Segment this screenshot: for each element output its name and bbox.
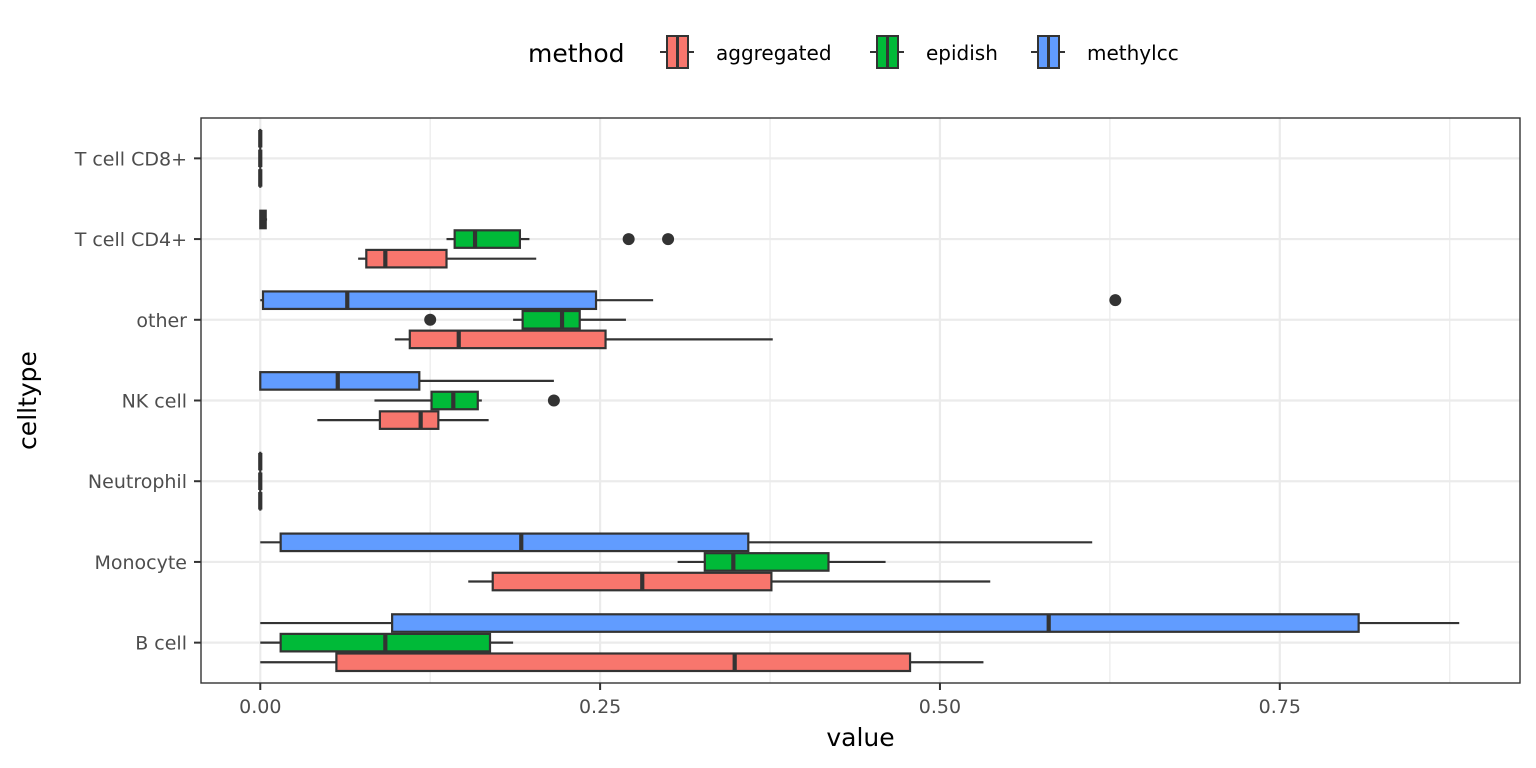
box-iqr xyxy=(521,309,581,330)
box-iqr xyxy=(378,410,440,430)
y-axis-title: celltype xyxy=(13,351,42,450)
legend-label: methylcc xyxy=(1087,41,1179,65)
box-aggregated-nk-cell xyxy=(317,410,489,430)
box-methylcc-nk-cell xyxy=(259,371,554,391)
outlier-point xyxy=(622,233,635,246)
y-tick-label: NK cell xyxy=(122,391,187,413)
box-aggregated-t-cell-cd4- xyxy=(358,248,537,269)
legend-entries: aggregated epidish methylcc xyxy=(660,35,1179,69)
legend-entry-epidish: epidish xyxy=(870,35,998,69)
box-methylcc-monocyte xyxy=(260,532,1093,553)
box-iqr xyxy=(453,229,522,249)
box-epidish-other xyxy=(424,309,626,330)
x-tick-label: 0.25 xyxy=(579,696,621,718)
box-iqr xyxy=(365,248,448,269)
legend-label: aggregated xyxy=(716,41,832,65)
box-iqr xyxy=(491,571,773,592)
outlier-point xyxy=(547,394,560,407)
x-tick-label: 0.50 xyxy=(919,696,961,718)
box-epidish-t-cell-cd4- xyxy=(446,229,675,249)
legend-entry-aggregated: aggregated xyxy=(660,35,832,69)
box-aggregated-other xyxy=(394,329,773,350)
x-tick-label: 0.00 xyxy=(239,696,281,718)
x-axis: 0.00 0.25 0.50 0.75 xyxy=(239,683,1301,718)
box-iqr xyxy=(703,552,830,572)
y-tick-label: T cell CD8+ xyxy=(74,148,187,170)
x-axis-title: value xyxy=(826,723,894,752)
box-methylcc-other xyxy=(260,290,1122,311)
outlier-point xyxy=(1109,294,1122,307)
y-tick-label: B cell xyxy=(135,633,187,655)
y-axis: B cell Monocyte Neutrophil NK cell other T ce… xyxy=(74,148,201,655)
x-tick-label: 0.75 xyxy=(1259,696,1301,718)
box-series xyxy=(258,128,1460,673)
y-tick-label: Neutrophil xyxy=(88,471,187,493)
legend-title: method xyxy=(528,39,625,68)
box-aggregated-b-cell xyxy=(260,652,984,673)
legend-label: epidish xyxy=(926,41,998,65)
box-methylcc-b-cell xyxy=(260,613,1460,633)
y-tick-label: T cell CD4+ xyxy=(74,229,187,251)
legend-entry-methylcc: methylcc xyxy=(1031,35,1179,69)
legend: method aggregated epidish methylcc xyxy=(528,35,1179,69)
box-epidish-monocyte xyxy=(677,552,886,572)
box-methylcc-t-cell-cd4- xyxy=(259,209,268,230)
outlier-point xyxy=(662,233,675,246)
box-iqr xyxy=(335,652,912,673)
outlier-point xyxy=(424,313,437,326)
box-iqr xyxy=(408,329,607,350)
box-iqr xyxy=(391,613,1360,633)
box-epidish-nk-cell xyxy=(374,390,560,411)
box-iqr xyxy=(279,532,750,553)
y-tick-label: Monocyte xyxy=(94,552,187,574)
box-epidish-b-cell xyxy=(260,632,514,653)
y-tick-label: other xyxy=(136,310,187,332)
box-iqr xyxy=(261,290,598,311)
box-aggregated-monocyte xyxy=(468,571,991,592)
